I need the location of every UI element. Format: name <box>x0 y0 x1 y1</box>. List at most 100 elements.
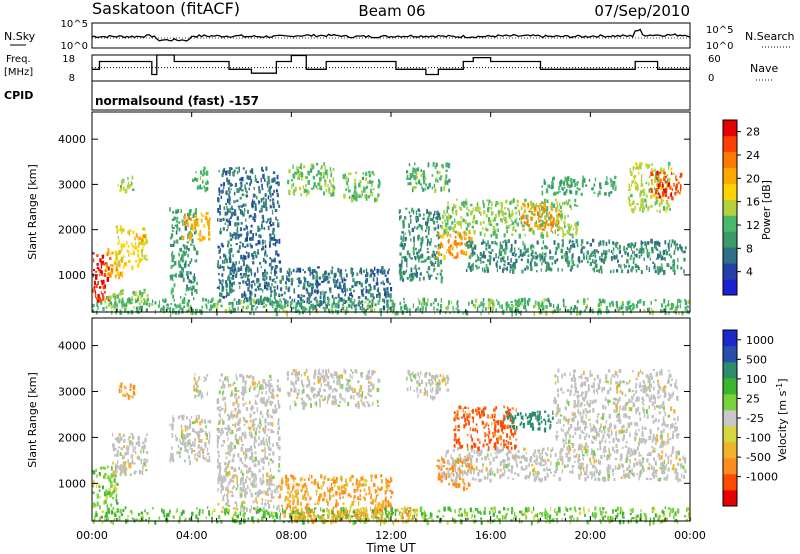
scatter-cell <box>519 217 521 221</box>
scatter-cell <box>545 206 547 209</box>
scatter-cell <box>351 285 354 288</box>
nave-tick-top: 60 <box>708 54 721 65</box>
scatter-cell <box>670 243 672 248</box>
scatter-cell <box>226 177 228 183</box>
scatter-cell <box>185 288 187 292</box>
scatter-cell <box>654 299 657 302</box>
scatter-cell <box>561 239 564 242</box>
scatter-cell <box>320 291 322 296</box>
scatter-cell <box>261 174 264 178</box>
scatter-cell <box>304 271 306 274</box>
scatter-cell <box>129 229 132 232</box>
scatter-cell <box>195 458 198 461</box>
scatter-cell <box>264 418 267 422</box>
scatter-cell <box>278 387 281 392</box>
scatter-cell <box>448 300 450 305</box>
scatter-cell <box>94 280 96 285</box>
scatter-cell <box>269 374 272 378</box>
scatter-cell <box>361 176 364 180</box>
scatter-cell <box>490 255 492 261</box>
scatter-cell <box>220 484 223 489</box>
scatter-cell <box>129 233 131 237</box>
colorbar-swatch <box>723 279 737 296</box>
scatter-cell <box>228 195 231 199</box>
scatter-cell <box>279 298 281 302</box>
scatter-cell <box>277 490 279 494</box>
scatter-cell <box>435 162 438 167</box>
scatter-cell <box>242 509 245 512</box>
scatter-cell <box>437 232 440 235</box>
scatter-cell <box>238 466 241 471</box>
scatter-cell <box>658 254 661 259</box>
scatter-cell <box>331 270 333 275</box>
scatter-cell <box>216 465 219 469</box>
scatter-cell <box>287 300 289 304</box>
scatter-cell <box>582 301 586 305</box>
scatter-cell <box>377 378 380 383</box>
scatter-cell <box>347 386 350 392</box>
scatter-cell <box>501 218 503 224</box>
scatter-cell <box>210 299 214 303</box>
scatter-cell <box>126 241 128 245</box>
scatter-cell <box>323 295 326 299</box>
scatter-cell <box>507 303 510 308</box>
scatter-cell <box>347 296 351 301</box>
scatter-cell <box>417 306 419 311</box>
scatter-cell <box>235 481 239 484</box>
scatter-cell <box>260 384 263 388</box>
scatter-cell <box>487 306 490 310</box>
scatter-cell <box>669 307 673 311</box>
scatter-cell <box>300 374 302 377</box>
scatter-cell <box>659 251 662 256</box>
scatter-cell <box>190 243 193 246</box>
scatter-cell <box>638 255 641 259</box>
scatter-cell <box>329 179 331 183</box>
scatter-cell <box>465 200 467 206</box>
scatter-cell <box>675 311 677 315</box>
scatter-cell <box>333 301 335 305</box>
scatter-cell <box>247 255 250 259</box>
scatter-cell <box>248 175 250 180</box>
scatter-cell <box>225 218 228 222</box>
scatter-cell <box>195 259 198 263</box>
scatter-cell <box>240 205 243 208</box>
scatter-cell <box>184 225 187 231</box>
scatter-cell <box>663 206 666 211</box>
scatter-cell <box>254 451 257 455</box>
scatter-cell <box>357 380 360 384</box>
scatter-cell <box>350 369 352 372</box>
scatter-cell <box>241 307 244 311</box>
scatter-cell <box>653 187 656 191</box>
scatter-cell <box>421 240 424 244</box>
scatter-cell <box>193 388 196 392</box>
scatter-cell <box>371 293 374 298</box>
scatter-cell <box>370 477 373 482</box>
scatter-cell <box>190 231 192 237</box>
scatter-cell <box>568 260 571 265</box>
scatter-cell <box>240 183 243 188</box>
scatter-cell <box>242 488 245 492</box>
scatter-cell <box>315 299 318 303</box>
scatter-cell <box>130 395 132 398</box>
scatter-cell <box>686 309 689 314</box>
scatter-cell <box>223 186 225 189</box>
scatter-cell <box>400 306 403 310</box>
scatter-cell <box>562 241 564 246</box>
scatter-cell <box>251 236 254 241</box>
scatter-cell <box>238 403 240 408</box>
scatter-cell <box>599 300 602 304</box>
scatter-cell <box>278 238 281 244</box>
scatter-cell <box>452 305 454 311</box>
scatter-cell <box>464 231 468 237</box>
scatter-cell <box>539 253 542 258</box>
scatter-cell <box>119 188 122 193</box>
scatter-cell <box>518 233 521 239</box>
scatter-cell <box>436 177 438 181</box>
scatter-cell <box>264 201 267 207</box>
scatter-cell <box>360 395 364 399</box>
scatter-cell <box>633 251 636 255</box>
scatter-cell <box>540 232 544 235</box>
scatter-cell <box>229 415 232 419</box>
scatter-cell <box>676 189 679 194</box>
date-title: 07/Sep/2010 <box>594 2 690 20</box>
